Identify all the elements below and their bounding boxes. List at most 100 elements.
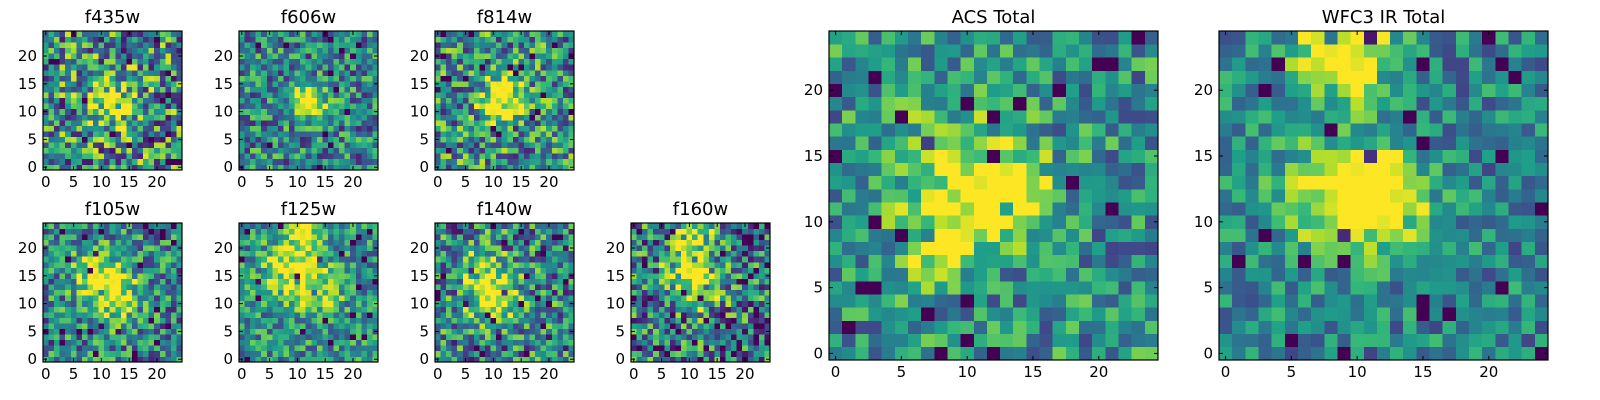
heatmap-cell (664, 239, 671, 246)
heatmap-cell (1079, 254, 1093, 269)
heatmap-cell (479, 31, 486, 37)
heatmap-cell (435, 334, 441, 341)
heatmap-cell (148, 42, 155, 49)
heatmap-cell (93, 153, 99, 160)
heatmap-cell (244, 273, 251, 279)
heatmap-cell (104, 284, 111, 291)
heatmap-cell (87, 245, 94, 252)
heatmap-cell (148, 300, 155, 307)
heatmap-cell (261, 245, 268, 252)
heatmap-cell (1000, 254, 1014, 269)
heatmap-cell (76, 261, 83, 268)
heatmap-cell (327, 245, 334, 252)
heatmap-cell (104, 328, 111, 335)
x-tick-label: 10 (288, 173, 307, 191)
heatmap-cell (143, 119, 149, 126)
heatmap-cell (311, 328, 318, 335)
heatmap-cell (473, 328, 480, 335)
heatmap-cell (316, 31, 323, 37)
heatmap-cell (868, 294, 882, 308)
heatmap-cell (501, 114, 508, 121)
heatmap-cell (165, 228, 172, 235)
heatmap-cell (154, 42, 161, 49)
heatmap-cell (1105, 333, 1119, 348)
heatmap-cell (523, 42, 530, 49)
heatmap-cell (986, 228, 1001, 242)
heatmap-cell (894, 241, 909, 256)
heatmap-cell (294, 142, 301, 149)
heatmap-cell (289, 81, 295, 87)
heatmap-cell (261, 125, 268, 132)
heatmap-cell (446, 345, 453, 352)
heatmap-cell (842, 333, 856, 348)
heatmap-cell (485, 261, 491, 268)
heatmap-cell (366, 311, 373, 318)
heatmap-cell (697, 300, 704, 307)
heatmap-cell (446, 250, 453, 257)
heatmap-cell (250, 295, 257, 302)
heatmap-cell (148, 31, 155, 37)
heatmap-cell (829, 149, 843, 163)
heatmap-cell (512, 75, 519, 82)
heatmap-cell (523, 147, 530, 154)
heatmap-cell (316, 245, 323, 252)
x-tick-label: 5 (265, 365, 275, 383)
heatmap-cell (446, 136, 453, 143)
heatmap-cell (546, 92, 553, 99)
heatmap-cell (907, 149, 922, 163)
heatmap-cell (686, 311, 693, 318)
heatmap-cell (115, 256, 122, 263)
heatmap-cell (277, 103, 284, 110)
heatmap-cell (366, 223, 373, 229)
heatmap-cell (523, 300, 530, 307)
heatmap-cell (154, 323, 161, 329)
heatmap-cell (986, 320, 1001, 335)
heatmap-cell (311, 234, 318, 241)
heatmap-cell (507, 64, 514, 71)
heatmap-cell (126, 245, 133, 252)
heatmap-cell (557, 345, 564, 352)
heatmap-cell (557, 42, 564, 49)
heatmap-cell (87, 267, 94, 274)
heatmap-cell (109, 158, 116, 165)
heatmap-cell (973, 346, 988, 361)
heatmap-cell (658, 339, 665, 346)
heatmap-cell (305, 136, 312, 143)
heatmap-cell (372, 42, 379, 49)
heatmap-cell (562, 350, 569, 357)
heatmap-cell (289, 250, 295, 257)
heatmap-cell (507, 334, 514, 341)
heatmap-cell (366, 239, 373, 246)
heatmap-cell (126, 228, 133, 235)
heatmap-cell (546, 64, 553, 71)
heatmap-cell (642, 300, 649, 307)
heatmap-cell (551, 103, 558, 110)
heatmap-cell (1000, 175, 1014, 190)
heatmap-cell (546, 234, 553, 241)
heatmap-cell (355, 306, 362, 313)
x-tick-label: 15 (512, 365, 531, 383)
heatmap-cell (250, 86, 257, 93)
heatmap-cell (65, 108, 72, 115)
heatmap-cell (451, 289, 458, 296)
heatmap-cell (305, 64, 312, 71)
heatmap-cell (535, 58, 541, 65)
heatmap-cell (496, 119, 503, 126)
heatmap-cell (366, 36, 373, 43)
heatmap-cell (272, 147, 279, 154)
heatmap-cell (451, 64, 458, 71)
heatmap-cell (261, 228, 268, 235)
heatmap-cell (250, 311, 257, 318)
heatmap-cell (109, 328, 116, 335)
heatmap-cell (440, 81, 447, 87)
heatmap-cell (350, 114, 357, 121)
heatmap-cell (76, 108, 83, 115)
heatmap-cell (289, 356, 295, 363)
heatmap-cell (65, 81, 72, 87)
heatmap-cell (239, 69, 245, 76)
heatmap-cell (176, 114, 183, 121)
heatmap-cell (148, 75, 155, 82)
heatmap-cell (960, 175, 975, 190)
heatmap-cell (283, 295, 290, 302)
heatmap-cell (758, 323, 765, 329)
